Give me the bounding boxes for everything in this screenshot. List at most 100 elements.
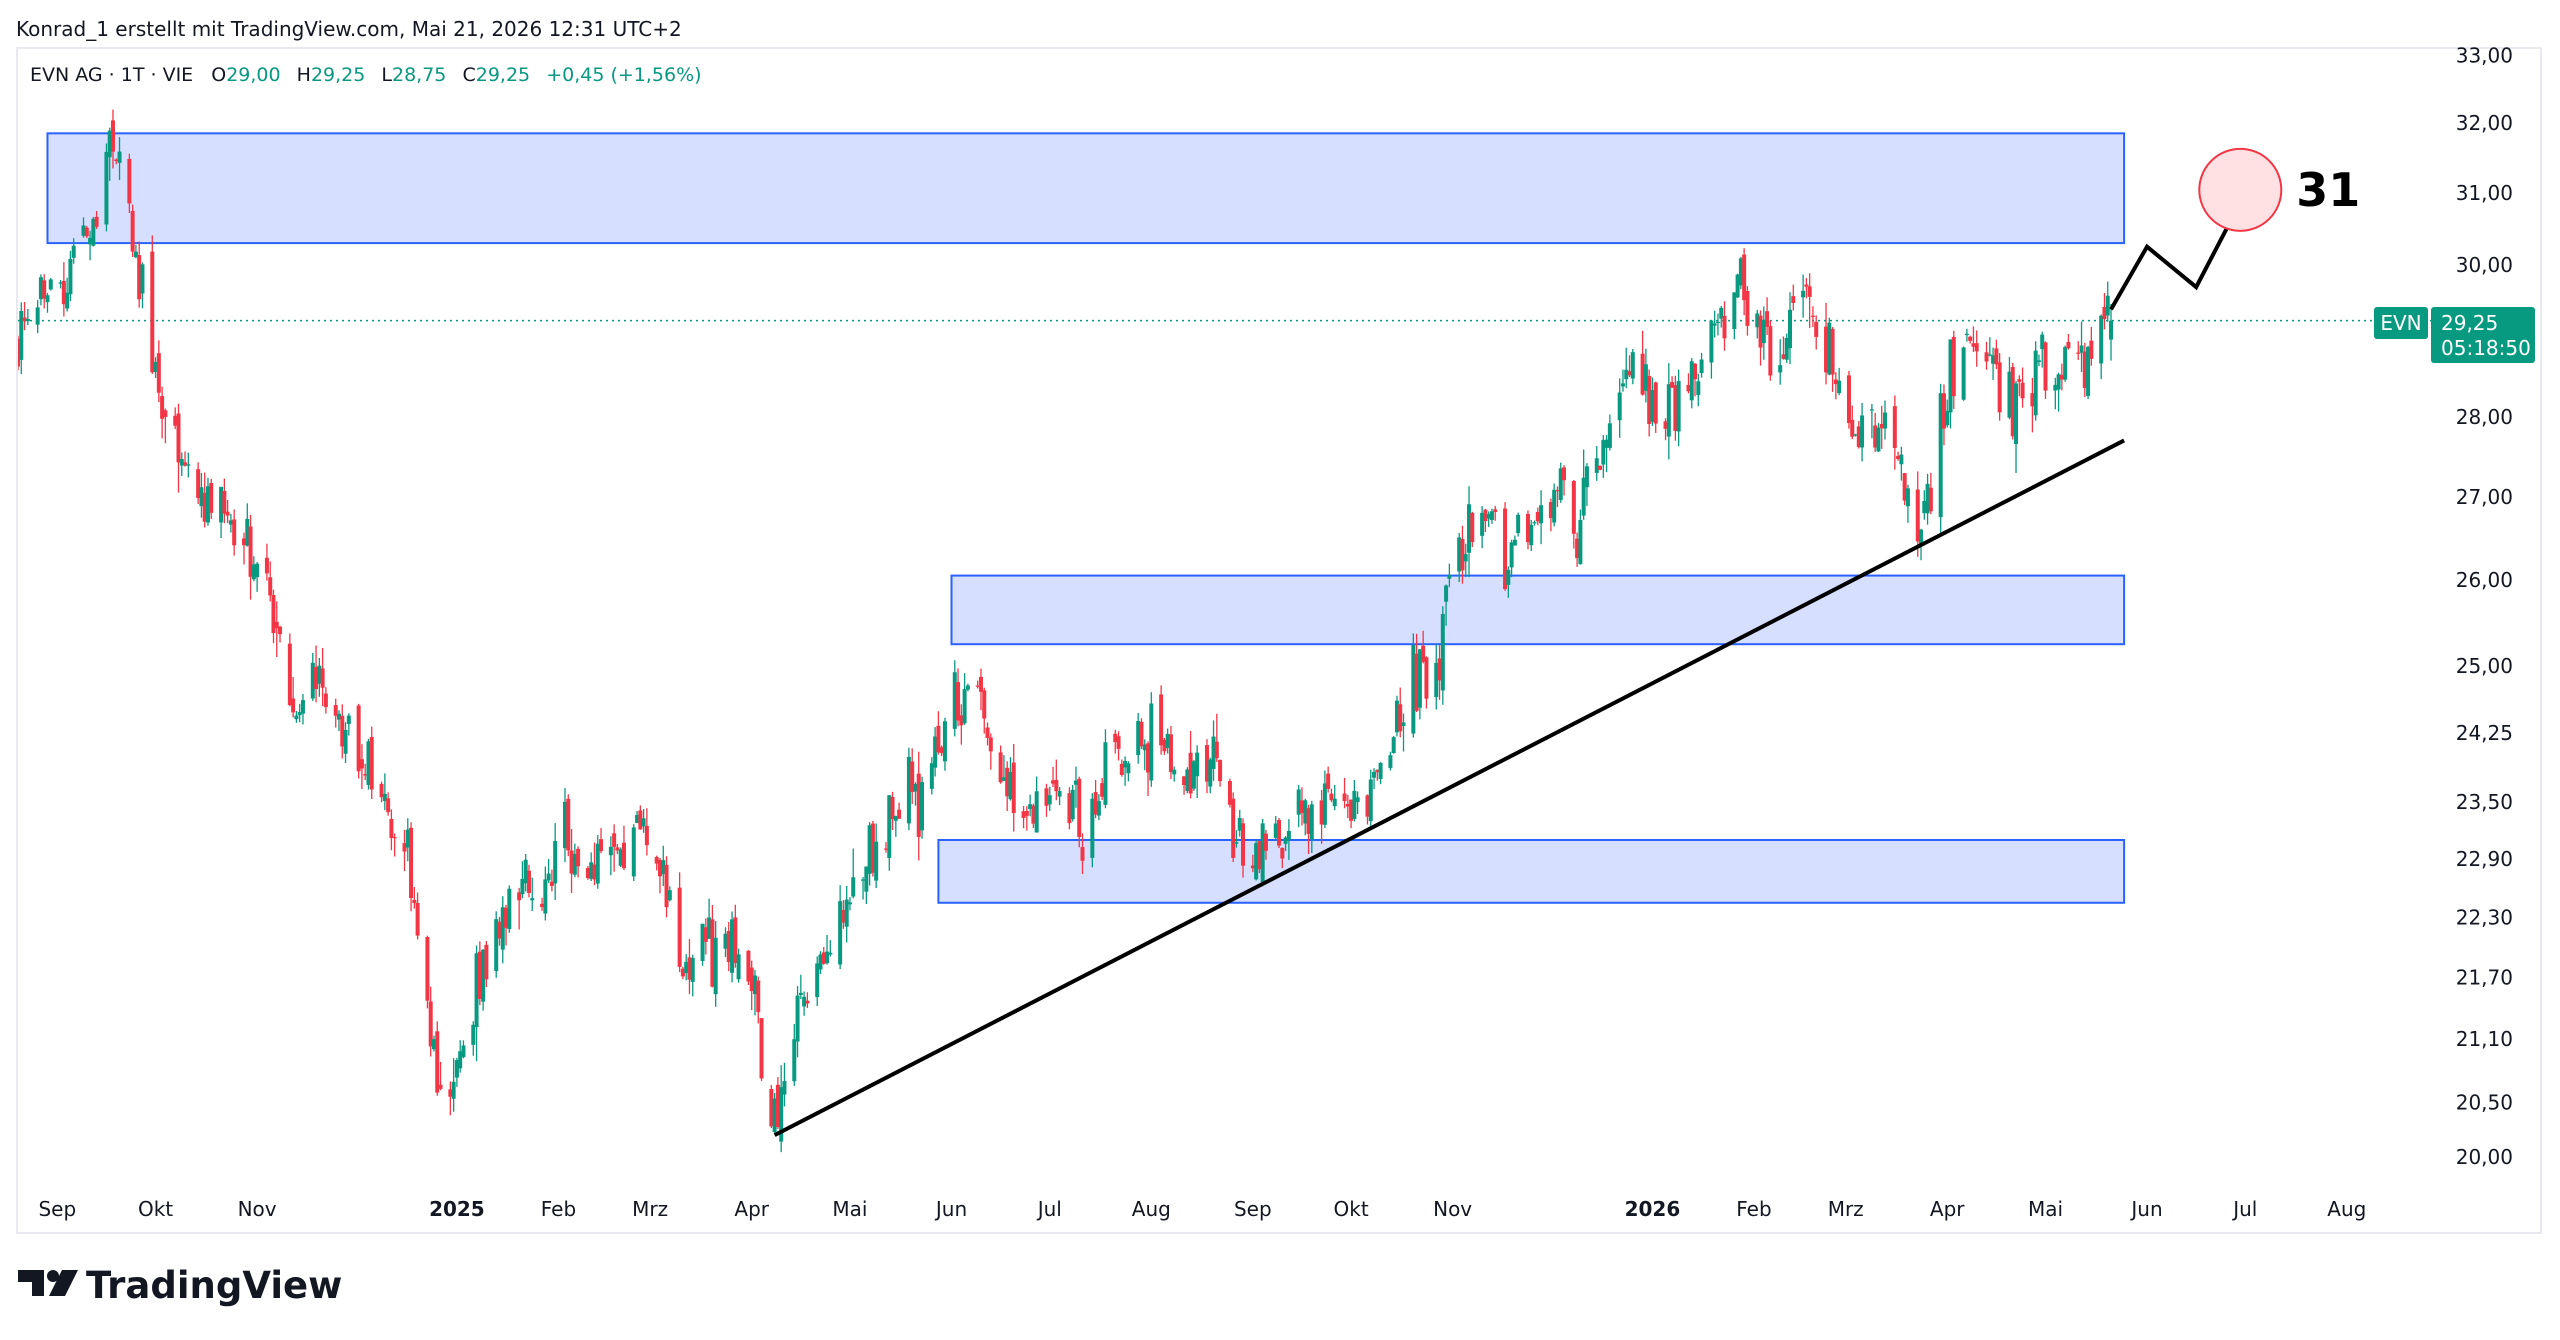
candle [1663,418,1668,441]
candle [1722,301,1727,351]
candle [19,302,24,375]
candle [1670,376,1675,388]
time-tick-label: 2026 [1625,1197,1681,1221]
candle [1021,806,1026,829]
candle [130,204,135,258]
candle [1182,775,1187,795]
candle [962,673,967,725]
candle [680,966,685,980]
price-tick-label: 23,50 [2456,790,2513,814]
candle [1788,292,1793,365]
candle [156,340,161,403]
candle [798,974,803,1000]
candle [1368,769,1373,830]
candle [897,802,902,820]
candle [1463,543,1468,577]
candle [1250,854,1255,873]
candle [1191,760,1196,791]
candle [287,633,292,707]
candle [340,704,345,759]
candles-layer [18,109,2114,1153]
candle [635,810,640,824]
candle [1211,720,1216,781]
time-tick-label: Okt [138,1197,173,1221]
candle [186,452,191,478]
candle [1332,784,1337,811]
candle [1434,644,1439,710]
candle [1299,787,1304,826]
price-tick-label: 24,25 [2456,721,2513,745]
candle [1322,770,1327,829]
candle [890,791,895,831]
trendline[interactable] [773,438,2126,1137]
candle [1830,327,1835,392]
candle [1604,435,1609,473]
candle [726,921,731,972]
candle [1011,744,1016,832]
candle [661,845,666,887]
candle [2007,356,2012,420]
legend: EVN AG · 1T · VIE O29,00 H29,25 L28,75 C… [30,64,702,86]
candle [2043,341,2048,399]
candle [409,822,414,912]
support-resistance-zone-3[interactable] [937,838,2126,904]
candle [320,647,325,707]
candle [363,763,368,781]
candle [2082,342,2087,397]
candle [1827,317,1832,376]
candle [612,824,617,872]
candle [1781,336,1786,360]
candle [369,726,374,799]
candle [1719,305,1724,328]
candle [71,238,76,264]
candle [1388,751,1393,771]
candle [707,898,712,939]
support-resistance-zone-2[interactable] [950,574,2126,646]
candle [1100,777,1105,800]
candle [1738,256,1743,290]
candle [1801,274,1806,318]
tradingview-logo-text: TradingView [86,1264,342,1307]
price-tick-label: 32,00 [2456,111,2513,135]
time-tick-label: Feb [1736,1197,1771,1221]
candle [458,1040,463,1073]
price-tick-label: 30,00 [2456,253,2513,277]
candle [1241,818,1246,878]
candle [1860,402,1865,462]
candle [1093,780,1098,819]
candle [382,773,387,811]
tradingview-logo[interactable]: TradingView [18,1264,342,1307]
candle [1483,508,1488,532]
candle [1480,506,1485,549]
price-tick-label: 33,00 [2456,43,2513,67]
candle [1126,761,1131,782]
candle [2109,303,2114,361]
price-tick-label: 20,00 [2456,1145,2513,1169]
time-tick-label: Feb [541,1197,576,1221]
price-axis[interactable]: 20,00 20,50 21,10 21,70 22,30 22,90 23,50 24,25… [2456,43,2513,1169]
candle [251,556,256,582]
candle [1784,333,1789,363]
candle [1047,786,1052,811]
candle [1883,400,1888,440]
candle [1165,728,1170,754]
candle [451,1058,456,1112]
candle [1984,341,1989,370]
target-circle[interactable] [2198,147,2283,232]
support-resistance-zone-1[interactable] [46,132,2126,245]
candle [1355,791,1360,815]
candle [1804,278,1809,299]
candle [752,969,757,1016]
time-axis[interactable]: Sep Okt Nov 2025 Feb Mrz Apr Mai Jun Jul Aug Sep Okt… [38,1197,2366,1221]
candle [1401,713,1406,752]
candle [110,109,115,169]
projection-path[interactable] [2109,191,2248,311]
candle [1974,330,1979,367]
candle [1558,462,1563,503]
candle [264,543,269,581]
candle [359,744,364,790]
candle [1444,584,1449,626]
candle [942,717,947,771]
candle [1571,479,1576,549]
